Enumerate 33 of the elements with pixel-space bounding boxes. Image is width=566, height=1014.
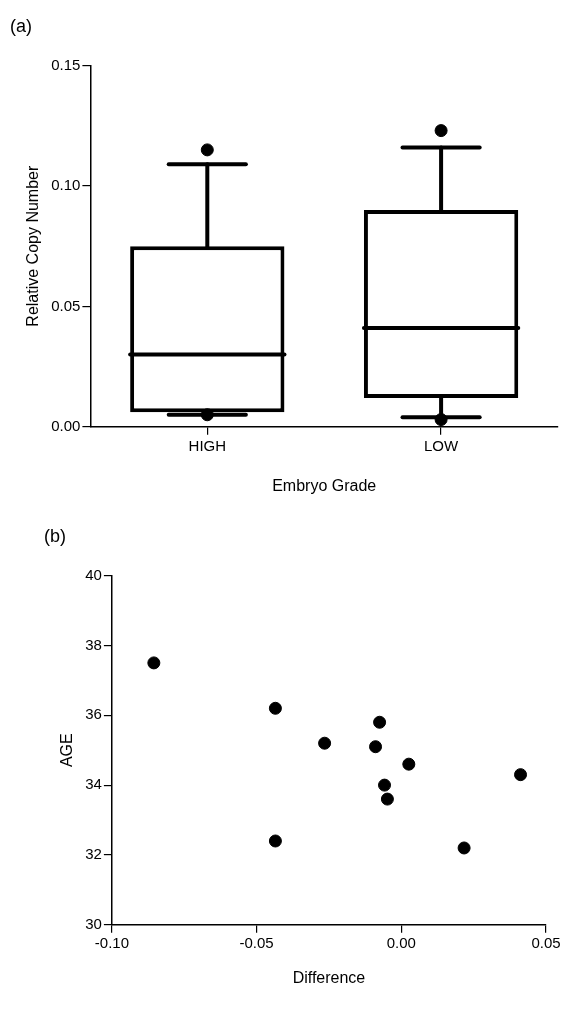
point [457, 841, 471, 855]
chart-title: (b) [44, 525, 66, 546]
y-tick-label: 0.00 [51, 416, 81, 434]
chart-title: (a) [10, 15, 32, 36]
point [369, 740, 383, 754]
point [318, 736, 332, 750]
y-tick-label: 30 [85, 914, 102, 932]
point [147, 656, 161, 670]
y-tick-label: 34 [85, 775, 102, 793]
x-tick-label: -0.10 [94, 933, 129, 951]
point [514, 768, 528, 782]
point [402, 757, 416, 771]
point [268, 834, 282, 848]
point [268, 701, 282, 715]
point [373, 715, 387, 729]
y-axis-title: Relative Copy Number [24, 165, 42, 327]
point [378, 778, 392, 792]
y-tick-label: 36 [85, 705, 102, 723]
x-tick-label: HIGH [188, 436, 227, 454]
y-tick-label: 0.10 [51, 176, 81, 194]
y-axis-title: AGE [58, 733, 76, 768]
x-tick-label: 0.00 [386, 933, 416, 951]
y-tick-label: 32 [85, 845, 102, 863]
x-axis-title: Embryo Grade [272, 476, 377, 494]
x-tick-label: LOW [424, 436, 460, 454]
x-tick-label: -0.05 [239, 933, 274, 951]
y-tick-label: 0.15 [51, 55, 81, 73]
x-tick-label: 0.05 [531, 933, 561, 951]
x-axis-title: Difference [292, 968, 366, 986]
point [380, 792, 394, 806]
y-tick-label: 0.05 [51, 296, 81, 314]
y-tick-label: 40 [85, 565, 102, 583]
y-tick-label: 38 [85, 635, 102, 653]
